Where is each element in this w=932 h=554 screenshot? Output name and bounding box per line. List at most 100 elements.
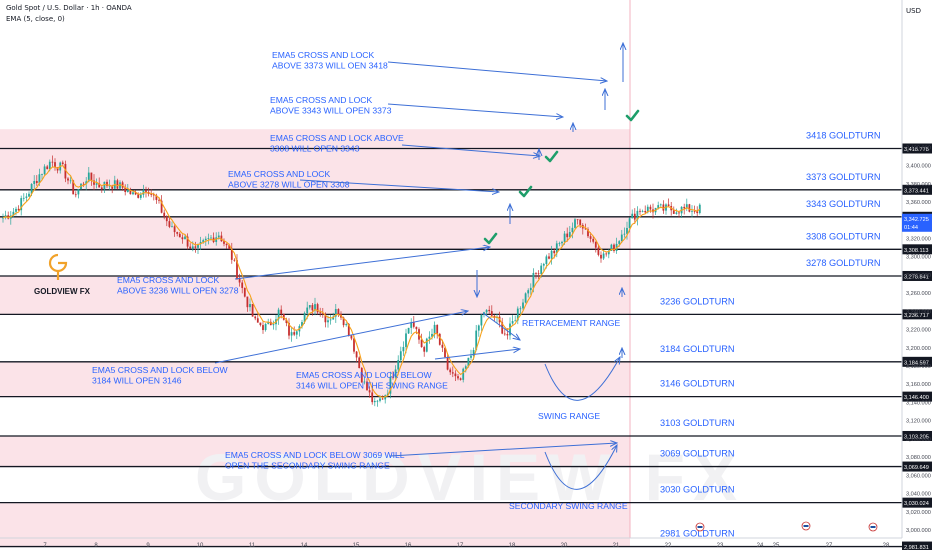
candle-body [535,272,537,274]
candle-body [376,400,379,402]
candle-body [628,218,631,228]
candle-body [532,272,535,288]
candle-body [46,166,49,170]
candle-body [566,233,569,238]
annotation-text: ABOVE 3236 WILL OPEN 3278 [117,286,239,296]
level-label: 3308 GOLDTURN [806,231,881,241]
candle-body [631,213,634,219]
candle-body [145,190,147,192]
candle-body [558,243,561,245]
candle-body [69,180,72,182]
candle-body [506,334,509,336]
candle-body [423,347,426,352]
candle-body [431,333,433,337]
candle-body [355,351,358,358]
annotation-text: SWING RANGE [538,411,600,421]
candle-body [555,243,558,254]
candle-body [160,200,163,213]
candle-body [207,238,210,239]
price-tag-label: 3,146.400 [904,395,929,401]
y-tick-label: 3,380.000 [906,182,931,188]
candle-body [514,320,517,322]
candle-body [451,372,454,374]
candle-body [2,217,4,219]
candle-body [618,241,621,244]
annotation-arrow [387,103,563,117]
candle-body [295,331,298,335]
annotation-text: EMA5 CROSS AND LOCK ABOVE [270,133,404,143]
price-tag [902,430,932,441]
candle-body [256,318,259,323]
candle-body [584,228,587,230]
candle-body [353,338,355,352]
candle-body [327,320,329,323]
candle-body [574,219,576,228]
candle-body [542,263,545,266]
candle-body [173,226,176,233]
candle-body [594,241,597,248]
candle-body [38,174,41,184]
candle-body [620,234,623,242]
candle-body [54,162,56,168]
ema-line [2,164,701,398]
candle-body [579,219,582,225]
y-tick-label: 3,240.000 [906,309,931,315]
annotation-arrow [389,443,617,457]
candle-body [509,323,511,336]
candle-body [592,238,595,242]
y-tick-label: 3,280.000 [906,273,931,279]
indicator-legend[interactable]: EMA (5, close, 0) [6,15,65,23]
candle-body [446,357,449,370]
current-price-label: 3,342.725 [904,217,929,223]
price-tag-label: 3,184.597 [904,360,929,366]
y-tick-label: 3,200.000 [906,346,931,352]
price-tag-label: 3,308.113 [904,248,928,254]
candle-body [228,245,231,250]
candle-body [693,210,696,212]
price-tag-label: 3,418.778 [904,147,929,153]
candle-body [158,199,160,201]
candle-body [134,192,137,195]
candle-body [95,183,98,185]
candle-body [25,196,28,198]
candle-body [303,313,306,323]
candle-body [462,368,465,380]
y-tick-label: 3,100.000 [906,437,931,443]
candle-body [345,324,348,326]
candle-body [477,325,480,331]
candle-body [124,187,127,193]
candle-body [610,244,613,251]
annotation-arrow [401,144,540,156]
candle-body [597,247,600,255]
price-tag-label: 3,278.841 [904,275,929,281]
candle-body [420,339,423,348]
candle-body [126,189,129,193]
x-tick-label: 15 [353,543,360,549]
candle-body [667,204,670,207]
level-label: 2981 GOLDTURN [660,529,735,539]
annotation-text: EMA5 CROSS AND LOCK BELOW 3069 WILL [225,450,405,460]
candle-body [488,309,491,312]
candle-body [698,204,701,214]
candle-body [137,194,140,198]
candle-body [238,278,241,283]
candle-body [503,333,506,335]
candle-body [103,181,106,190]
current-price-tag [902,213,932,232]
y-tick-label: 3,080.000 [906,455,931,461]
candle-body [233,259,236,261]
candle-body [405,333,407,347]
candle-body [407,327,410,334]
annotation-text: RETRACEMENT RANGE [522,318,620,328]
candle-body [288,323,290,336]
candle-body [683,206,686,209]
level-label: 3236 GOLDTURN [660,296,735,306]
candle-body [197,244,199,248]
candle-body [28,193,30,197]
annotation-arrow [482,312,520,340]
candle-body [51,161,54,163]
candle-body [438,333,441,345]
level-label: 3146 GOLDTURN [660,379,735,389]
